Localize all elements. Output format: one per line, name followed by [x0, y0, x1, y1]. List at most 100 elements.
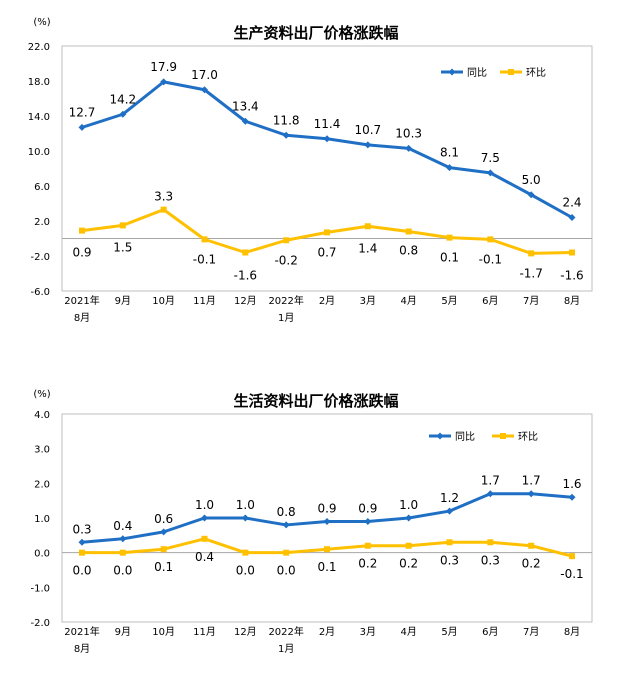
y-tick-label: 22.0: [28, 42, 50, 53]
x-tick-label: 4月: [400, 626, 416, 638]
data-label: 0.1: [317, 560, 336, 574]
x-tick-label: 5月: [441, 295, 457, 307]
data-label: 0.9: [358, 501, 377, 515]
legend-swatch-marker: [448, 68, 456, 76]
y-tick-label: 3.0: [34, 445, 50, 456]
y-tick-label: 2.0: [34, 479, 50, 490]
x-tick-label: 9月: [115, 626, 131, 638]
data-point-marker: [364, 141, 372, 149]
data-point-marker: [160, 206, 167, 213]
data-point-marker: [242, 249, 249, 256]
data-point-marker: [283, 237, 290, 244]
data-label: 14.2: [109, 92, 136, 106]
x-tick-label: 2021年: [64, 294, 99, 307]
x-tick-label: 2月: [319, 295, 335, 307]
chart-title: 生产资料出厂价格涨跌幅: [233, 24, 398, 42]
x-tick-label: 12月: [234, 295, 257, 307]
data-point-marker: [405, 228, 412, 235]
x-tick-label: 10月: [152, 626, 175, 638]
data-point-marker: [487, 539, 494, 546]
data-point-marker: [201, 86, 208, 94]
y-unit-label: (%): [33, 17, 50, 28]
data-label: 0.6: [154, 512, 173, 526]
data-point-marker: [364, 542, 371, 549]
data-label: 17.0: [191, 68, 218, 82]
data-point-marker: [486, 490, 494, 498]
data-label: 0.0: [72, 564, 91, 578]
y-unit-label: (%): [33, 389, 50, 400]
data-label: 1.7: [481, 474, 500, 488]
x-tick-label-line2: 8月: [74, 312, 90, 324]
y-tick-label: 6.0: [34, 182, 50, 193]
data-point-marker: [569, 249, 575, 256]
data-label: 13.4: [232, 99, 259, 113]
data-point-marker: [324, 546, 330, 553]
data-label: 1.2: [440, 491, 459, 505]
data-label: 1.0: [399, 498, 418, 512]
x-tick-label: 3月: [360, 626, 376, 638]
data-label: 7.5: [481, 151, 500, 165]
data-label: 1.7: [522, 474, 541, 488]
data-label: 12.7: [69, 105, 96, 119]
data-label: 3.3: [154, 190, 173, 204]
x-tick-label: 4月: [400, 295, 416, 307]
plot-frame: [61, 45, 593, 292]
legend-label: 环比: [526, 67, 546, 79]
data-label: 0.8: [277, 505, 296, 519]
data-point-marker: [78, 123, 86, 131]
chart-consumer-goods: 生活资料出厂价格涨跌幅 (%) 4.0 3.0 2.0 1.0 0.0 -1.0 -2.0 202…: [30, 389, 593, 655]
data-point-marker: [78, 538, 86, 546]
x-tick-label-line2: 1月: [278, 643, 294, 655]
data-label: 8.1: [440, 146, 459, 160]
x-tick-label: 8月: [564, 295, 580, 307]
data-label: -1.6: [234, 269, 257, 283]
y-tick-label: 2.0: [34, 217, 50, 228]
y-tick-label: -1.0: [30, 583, 50, 594]
x-tick-label: 6月: [482, 295, 498, 307]
data-point-marker: [323, 135, 331, 143]
data-point-marker: [119, 549, 126, 556]
data-point-marker: [528, 250, 535, 257]
data-label: 0.0: [113, 564, 132, 578]
data-label: 0.1: [440, 251, 459, 265]
data-label: 1.0: [236, 498, 255, 512]
x-tick-label: 11月: [193, 626, 216, 638]
data-point-marker: [405, 144, 413, 152]
data-point-marker: [79, 227, 85, 234]
data-point-marker: [79, 549, 85, 556]
x-tick-label: 10月: [152, 295, 175, 307]
data-point-marker: [528, 542, 535, 549]
legend-label: 环比: [518, 431, 538, 443]
plot-frame: [61, 413, 593, 623]
y-tick-label: -2.0: [30, 618, 50, 629]
data-point-marker: [568, 214, 576, 221]
data-point-marker: [241, 514, 249, 522]
data-point-marker: [119, 222, 126, 229]
data-label: 0.3: [440, 553, 459, 567]
data-label: 1.4: [358, 241, 377, 255]
data-label: 0.1: [154, 560, 173, 574]
data-point-marker: [405, 542, 412, 549]
data-label: 0.4: [195, 550, 214, 564]
data-point-marker: [446, 164, 453, 172]
y-tick-label: 1.0: [34, 514, 50, 525]
x-tick-label: 7月: [523, 626, 539, 638]
data-label: -0.2: [274, 253, 297, 267]
data-label: 0.3: [481, 553, 500, 567]
data-label: 0.3: [72, 522, 91, 536]
x-tick-label: 2022年: [268, 294, 303, 307]
data-label: 0.7: [317, 245, 336, 259]
x-tick-label: 8月: [564, 626, 580, 638]
data-label: -1.7: [519, 266, 542, 280]
x-tick-label: 11月: [193, 295, 216, 307]
x-tick-label: 12月: [234, 626, 257, 638]
data-label: 5.0: [522, 173, 541, 187]
data-point-marker: [527, 191, 535, 199]
data-label: 0.0: [277, 564, 296, 578]
y-tick-label: 18.0: [28, 77, 50, 88]
data-label: 10.7: [354, 123, 381, 137]
legend-swatch-marker: [508, 69, 514, 75]
chart-producer-goods: 生产资料出厂价格涨跌幅 (%) 22.0 18.0 14.0 10.0 6.0 2.0 -2.0…: [28, 17, 593, 324]
data-point-marker: [282, 131, 290, 139]
y-tick-label: 14.0: [28, 112, 50, 123]
